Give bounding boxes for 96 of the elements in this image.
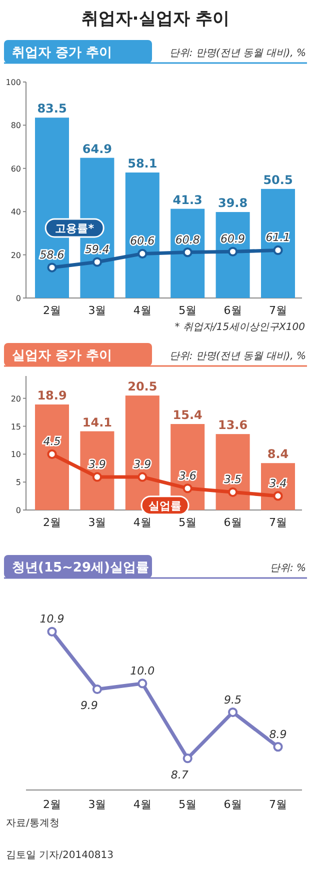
- x-tick-label: 4월: [133, 798, 152, 811]
- x-tick-label: 6월: [224, 516, 242, 529]
- data-label: 3.6: [178, 469, 196, 482]
- point: [47, 449, 57, 459]
- data-label: 8.9: [269, 728, 287, 741]
- data-label: 59.4: [84, 243, 110, 256]
- x-tick-label: 2월: [43, 798, 61, 811]
- x-tick-label: 2월: [43, 304, 61, 317]
- x-tick-label: 4월: [133, 516, 152, 529]
- bar: [216, 434, 250, 510]
- point: [182, 484, 192, 494]
- text: 김토일 기자/20140813: [6, 850, 114, 861]
- point: [92, 684, 102, 694]
- point: [138, 472, 148, 482]
- point: [273, 742, 283, 752]
- data-label: 41.3: [172, 192, 202, 207]
- data-label: 39.8: [218, 196, 248, 210]
- x-tick-label: 2월: [43, 516, 61, 529]
- y-tick-label: 100: [6, 78, 21, 87]
- y-tick-label: 20: [10, 250, 21, 260]
- bar: [35, 404, 69, 510]
- bar: [216, 212, 250, 298]
- x-tick-label: 3월: [88, 798, 106, 811]
- data-label: 18.9: [37, 388, 67, 402]
- y-tick-label: 40: [10, 208, 21, 217]
- x-tick-label: 5월: [178, 304, 197, 317]
- series-label: 실업률: [148, 499, 182, 512]
- data-label: 60.9: [220, 232, 246, 246]
- data-label: 3.5: [224, 473, 242, 486]
- data-label: 58.6: [40, 248, 64, 262]
- x-tick-label: 3월: [88, 304, 106, 317]
- point: [228, 246, 238, 256]
- data-label: 9.9: [80, 699, 98, 712]
- data-label: 15.4: [172, 408, 202, 422]
- chart-title: 청년(15~29세)실업률: [12, 560, 149, 576]
- x-tick-label: 7월: [269, 304, 287, 317]
- text: 취업자·실업자 추이: [81, 9, 230, 29]
- chart-title: 취업자 증가 추이: [12, 46, 112, 60]
- point: [273, 491, 283, 501]
- data-label: 3.9: [134, 458, 152, 471]
- y-tick-label: 10: [10, 450, 21, 460]
- data-label: 50.5: [263, 172, 293, 187]
- data-label: 61.1: [266, 231, 290, 244]
- point: [182, 754, 192, 764]
- y-tick-label: 0: [16, 294, 21, 303]
- data-label: 9.5: [224, 693, 242, 706]
- chart-subtitle: 단위: 만명(전년 동월 대비), %: [169, 48, 306, 59]
- data-label: 58.1: [128, 156, 158, 171]
- x-tick-label: 4월: [133, 304, 152, 317]
- data-label: 14.1: [82, 415, 112, 430]
- point: [92, 472, 102, 482]
- bar: [170, 208, 205, 298]
- chart-title: 실업자 증가 추이: [12, 348, 112, 364]
- text: * 취업자/15세이상인구X100: [174, 322, 305, 333]
- chart-subtitle: 단위: %: [270, 563, 306, 574]
- data-label: 20.5: [128, 380, 158, 394]
- data-label: 64.9: [82, 142, 112, 156]
- data-label: 60.6: [130, 234, 155, 248]
- point: [228, 487, 238, 497]
- data-label: 10.0: [130, 664, 155, 678]
- x-tick-label: 3월: [88, 516, 106, 529]
- text: 자료/통계청: [6, 818, 60, 829]
- data-label: 8.4: [267, 447, 289, 462]
- y-tick-label: 15: [10, 422, 21, 432]
- data-label: 3.4: [269, 476, 287, 490]
- x-tick-label: 7월: [269, 516, 287, 529]
- point: [273, 245, 283, 256]
- bar: [125, 172, 160, 298]
- data-label: 3.9: [88, 458, 106, 471]
- x-tick-label: 6월: [224, 798, 242, 811]
- y-tick-label: 80: [10, 121, 21, 130]
- x-tick-label: 5월: [178, 798, 197, 811]
- data-label: 13.6: [218, 418, 248, 432]
- bar: [261, 188, 295, 298]
- y-tick-label: 0: [16, 506, 21, 515]
- point: [92, 257, 102, 267]
- point: [228, 707, 238, 718]
- y-tick-label: 5: [16, 478, 21, 488]
- x-tick-label: 5월: [178, 516, 197, 529]
- y-tick-label: 20: [10, 394, 21, 404]
- point: [47, 262, 57, 272]
- data-label: 10.9: [40, 612, 64, 626]
- text: 고용률*: [55, 222, 94, 235]
- x-tick-label: 6월: [224, 304, 242, 317]
- point: [138, 678, 148, 688]
- y-tick-label: 60: [10, 164, 21, 174]
- x-tick-label: 7월: [269, 798, 287, 811]
- data-label: 60.8: [175, 233, 200, 246]
- data-label: 83.5: [37, 102, 67, 116]
- point: [47, 626, 57, 636]
- data-label: 8.7: [170, 768, 188, 782]
- chart-subtitle: 단위: 만명(전년 동월 대비), %: [169, 351, 306, 362]
- data-label: 4.5: [43, 435, 61, 448]
- point: [182, 248, 192, 258]
- point: [138, 248, 148, 258]
- bar: [80, 431, 114, 510]
